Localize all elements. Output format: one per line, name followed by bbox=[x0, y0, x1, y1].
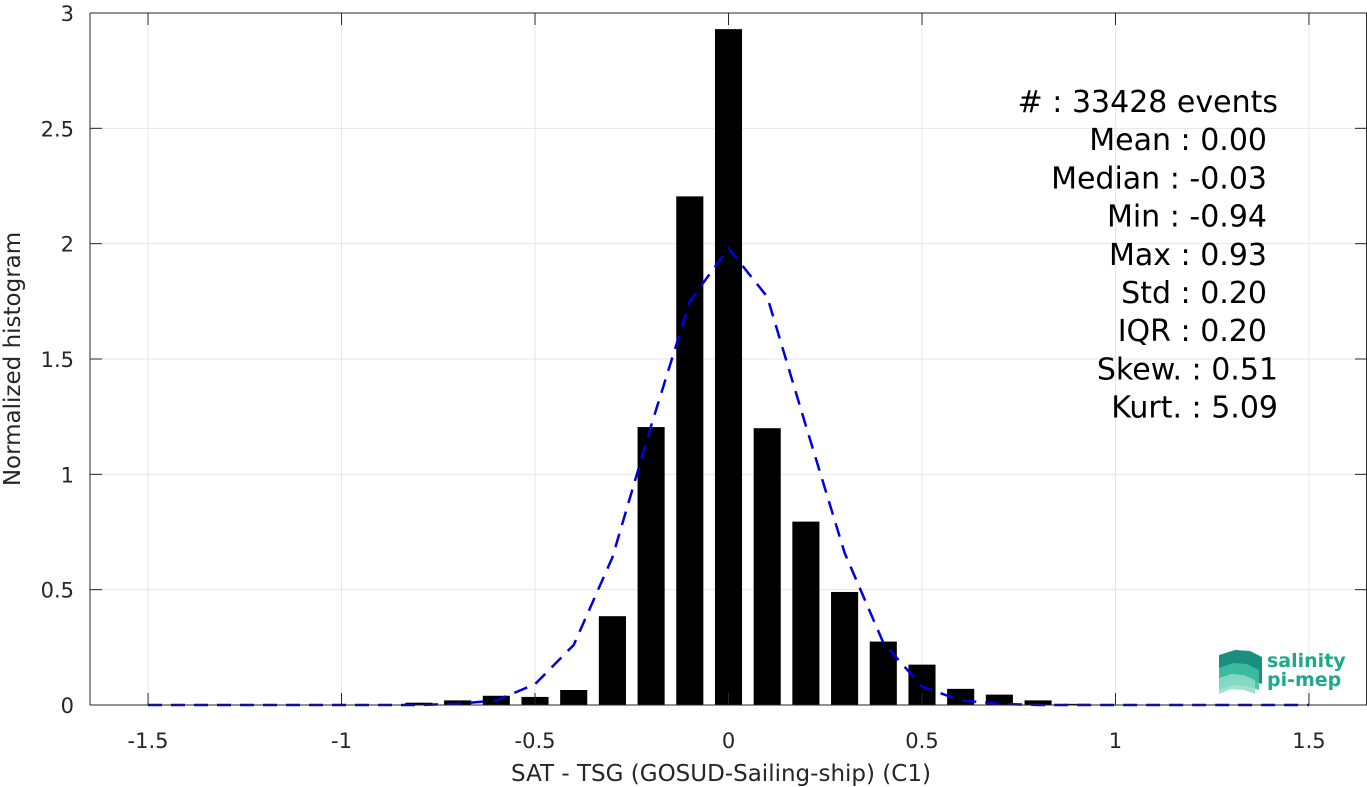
x-tick-label: 0 bbox=[722, 729, 735, 753]
stat-line: Max : 0.93 bbox=[1109, 238, 1267, 273]
logo-waves-icon bbox=[1219, 650, 1262, 694]
y-tick-label: 3 bbox=[61, 2, 74, 26]
stat-line: Min : -0.94 bbox=[1107, 200, 1267, 235]
histogram-bar bbox=[1024, 700, 1052, 705]
stat-line: Kurt. : 5.09 bbox=[1111, 391, 1278, 426]
histogram-bar bbox=[637, 427, 665, 705]
histogram-bars bbox=[405, 29, 1091, 705]
stat-line: IQR : 0.20 bbox=[1118, 314, 1267, 349]
histogram-bar bbox=[1063, 703, 1091, 705]
histogram-bar bbox=[869, 641, 897, 705]
x-tick-labels: -1.5 -1 -0.5 0 0.5 1 1.5 bbox=[128, 729, 1326, 753]
histogram-bar bbox=[714, 29, 743, 705]
histogram-bar bbox=[405, 702, 433, 705]
x-tick-label: -0.5 bbox=[515, 729, 556, 753]
x-tick-label: 1.5 bbox=[1292, 729, 1325, 753]
stat-line: # : 33428 events bbox=[1018, 85, 1278, 120]
y-axis-label: Normalized histogram bbox=[0, 232, 26, 486]
y-tick-labels: 0 0.5 1 1.5 2 2.5 3 bbox=[41, 2, 74, 718]
logo-line1: salinity bbox=[1267, 650, 1346, 672]
histogram-bar bbox=[560, 690, 588, 705]
stat-line: Mean : 0.00 bbox=[1089, 123, 1267, 158]
y-tick-label: 0.5 bbox=[41, 579, 74, 603]
histogram-bar bbox=[831, 591, 859, 705]
stat-line: Std : 0.20 bbox=[1121, 276, 1267, 311]
stat-line: Median : -0.03 bbox=[1051, 161, 1267, 196]
y-tick-label: 2 bbox=[61, 233, 74, 257]
x-tick-label: -1 bbox=[331, 729, 352, 753]
histogram-bar bbox=[753, 428, 781, 705]
y-tick-label: 1.5 bbox=[41, 348, 74, 372]
x-tick-label: -1.5 bbox=[128, 729, 169, 753]
salinity-pi-mep-logo: salinity pi-mep bbox=[1219, 650, 1346, 694]
histogram-bar bbox=[985, 694, 1013, 705]
histogram-bar bbox=[676, 196, 704, 705]
x-tick-label: 0.5 bbox=[905, 729, 938, 753]
x-tick-label: 1 bbox=[1109, 729, 1122, 753]
y-tick-label: 2.5 bbox=[41, 117, 74, 141]
stat-line: Skew. : 0.51 bbox=[1097, 352, 1278, 387]
y-tick-label: 0 bbox=[61, 694, 74, 718]
histogram-bar bbox=[792, 521, 820, 705]
x-axis-label: SAT - TSG (GOSUD-Sailing-ship) (C1) bbox=[511, 761, 931, 787]
y-tick-label: 1 bbox=[61, 463, 74, 487]
histogram-bar bbox=[598, 616, 626, 705]
logo-line2: pi-mep bbox=[1267, 669, 1341, 691]
